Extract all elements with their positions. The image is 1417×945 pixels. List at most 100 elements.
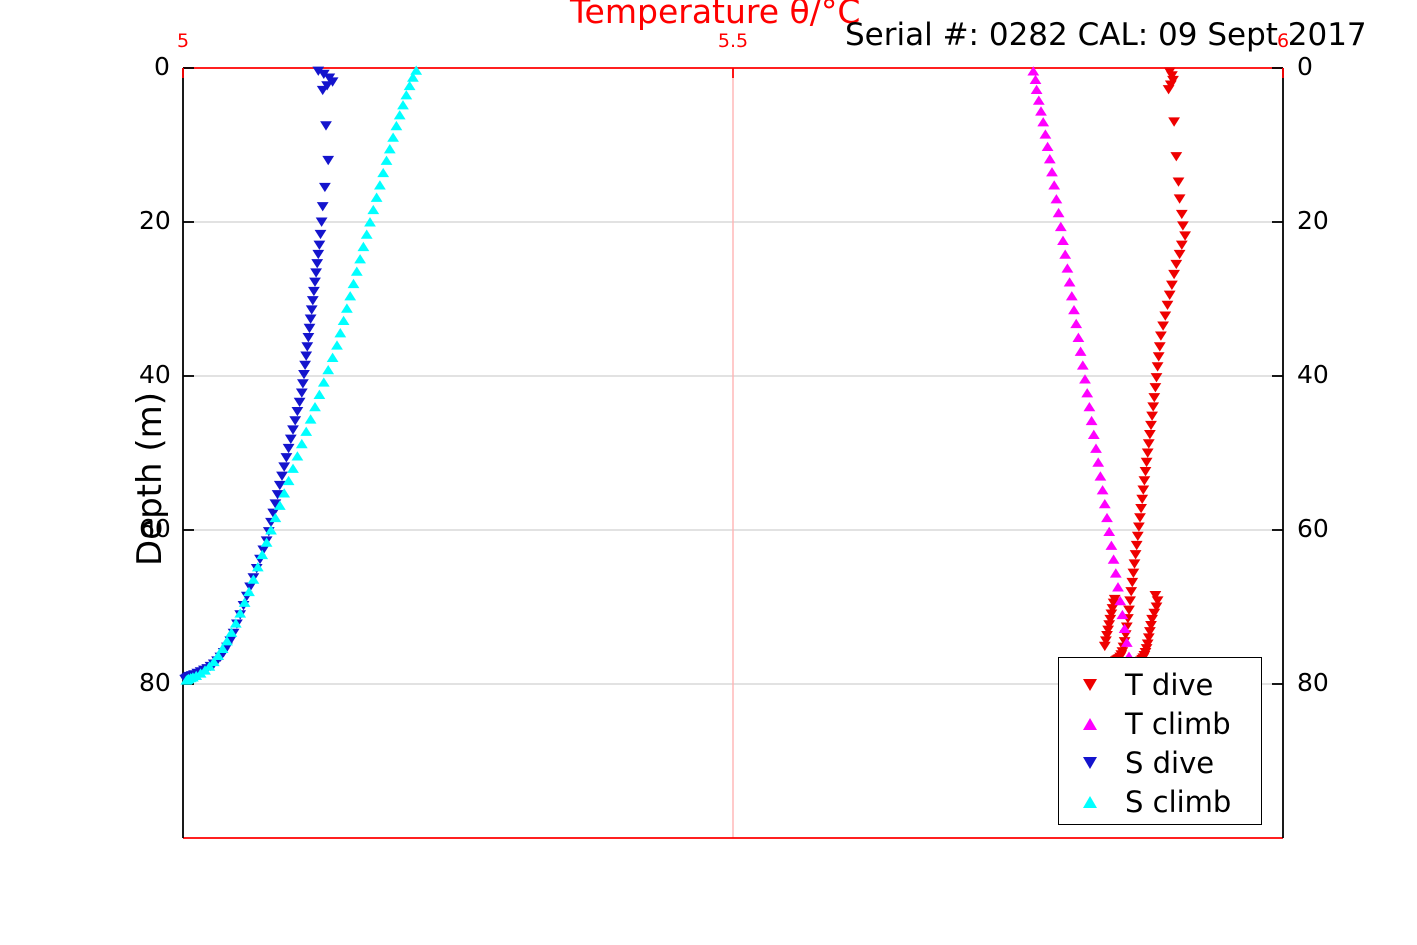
x-tick-label: 5: [176, 30, 190, 52]
data-point: [180, 675, 193, 685]
data-point: [1138, 476, 1151, 486]
data-point: [1155, 331, 1167, 341]
y-tick-label-right: 0: [1297, 52, 1313, 81]
data-point: [334, 328, 347, 338]
data-point: [302, 333, 315, 343]
data-point: [1142, 439, 1155, 449]
data-point: [347, 278, 360, 289]
data-point: [299, 360, 311, 371]
legend-item-t-dive[interactable]: T dive: [1077, 666, 1213, 704]
data-point: [313, 389, 326, 399]
data-point: [256, 549, 269, 560]
data-point: [287, 463, 299, 473]
data-point: [393, 110, 406, 120]
data-point: [284, 434, 297, 444]
data-point: [1070, 318, 1083, 329]
data-point: [216, 643, 229, 654]
data-point: [1130, 540, 1143, 551]
data-point: [247, 574, 260, 584]
data-point: [1114, 596, 1127, 606]
data-point: [1145, 621, 1157, 631]
data-point: [1105, 540, 1118, 550]
data-point: [1116, 609, 1129, 620]
data-point: [225, 627, 238, 637]
data-point: [1100, 636, 1112, 646]
y-tick-label-right: 40: [1297, 360, 1329, 389]
data-point: [1150, 373, 1163, 383]
data-point: [267, 508, 280, 518]
data-point: [1166, 280, 1178, 290]
legend: T dive T climb S dive S climb: [1058, 657, 1262, 825]
data-point: [1149, 590, 1162, 601]
data-point: [1101, 512, 1113, 523]
data-point: [1039, 129, 1052, 139]
data-point: [1052, 207, 1065, 218]
data-point: [1133, 522, 1145, 532]
y-tick-label-right: 60: [1297, 514, 1329, 543]
data-point: [304, 414, 317, 424]
data-point: [1063, 277, 1076, 287]
data-point: [1094, 471, 1107, 481]
data-point: [289, 416, 302, 426]
data-point: [298, 369, 310, 380]
data-point: [1098, 498, 1111, 509]
data-point: [295, 388, 308, 398]
data-point: [1072, 332, 1085, 342]
data-point: [1141, 448, 1154, 458]
data-point: [357, 241, 370, 252]
data-point: [400, 90, 413, 100]
data-point: [287, 425, 299, 435]
data-point: [1030, 84, 1043, 95]
data-point: [1159, 311, 1172, 321]
data-point: [314, 229, 327, 240]
data-point: [1103, 620, 1116, 630]
data-point: [1057, 235, 1069, 245]
data-point: [1168, 269, 1180, 280]
data-point: [1161, 300, 1174, 310]
data-point: [312, 66, 325, 76]
data-point: [1096, 485, 1109, 495]
data-point: [1126, 577, 1139, 588]
legend-label: T dive: [1125, 668, 1214, 702]
data-point: [1153, 342, 1166, 352]
legend-item-s-climb[interactable]: S climb: [1077, 783, 1231, 821]
data-point: [312, 249, 325, 260]
data-point: [1107, 554, 1120, 564]
data-point: [238, 597, 251, 607]
data-point: [1029, 74, 1042, 85]
data-point: [1150, 602, 1163, 612]
data-point: [1125, 587, 1138, 597]
y-tick-label-left: 0: [154, 52, 170, 81]
triangle-down-icon: [1077, 679, 1103, 691]
data-point: [1101, 631, 1113, 641]
data-point: [1035, 106, 1047, 116]
data-point: [293, 397, 306, 408]
legend-item-s-dive[interactable]: S dive: [1077, 744, 1214, 782]
data-point: [360, 229, 373, 239]
data-point: [1104, 614, 1117, 625]
series-t-dive: [1098, 67, 1191, 668]
data-point: [1177, 221, 1189, 231]
data-point: [291, 406, 304, 417]
data-point: [1129, 550, 1142, 560]
data-point: [273, 480, 286, 491]
data-point: [1037, 117, 1050, 127]
data-point: [374, 180, 386, 190]
data-point: [278, 462, 291, 472]
legend-item-t-climb[interactable]: T climb: [1077, 705, 1231, 743]
legend-label: T climb: [1125, 707, 1231, 741]
data-point: [1175, 240, 1188, 250]
legend-label: S climb: [1125, 785, 1232, 819]
data-point: [295, 438, 308, 449]
data-point: [1173, 194, 1186, 204]
data-point: [1109, 568, 1122, 578]
data-point: [337, 315, 350, 326]
data-point: [282, 475, 295, 486]
data-point: [322, 155, 335, 166]
data-point: [308, 286, 320, 297]
data-point: [322, 365, 335, 375]
data-point: [1148, 608, 1161, 618]
data-point: [251, 562, 264, 572]
